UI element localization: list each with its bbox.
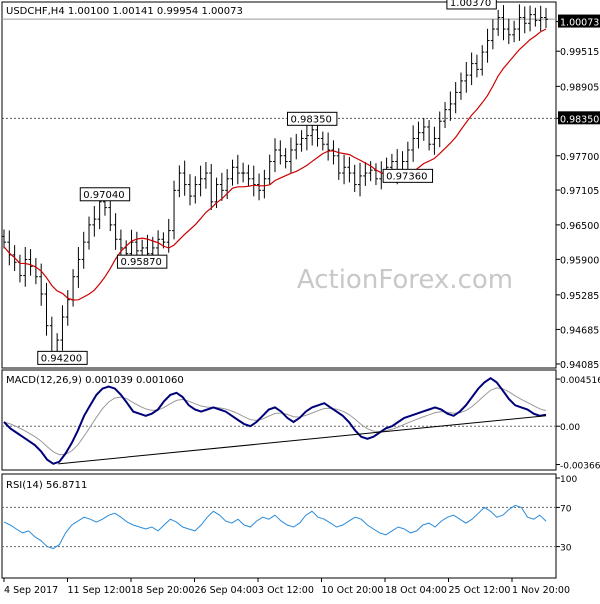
annotation-box: [116, 254, 168, 269]
macd-line: [3, 376, 547, 465]
macd-tick-label: 0.00: [560, 423, 580, 433]
price-tick-label: 1.00073: [560, 18, 599, 29]
annotation-box: [37, 350, 88, 365]
x-tick-label: 26 Sep 04:00: [195, 585, 258, 596]
annotation-box: [79, 187, 131, 202]
annotation-box: [382, 168, 434, 183]
price-tick-label: 0.99515: [560, 47, 599, 58]
annotation-box: [286, 111, 338, 126]
macd-signal-line: [3, 387, 547, 456]
x-axis: 4 Sep 2017 11 Sep 12:00 18 Sep 20:00 26 Sep…: [3, 578, 570, 596]
annotation-label: 1.00370: [450, 0, 491, 9]
rsi-tick-label: 100: [560, 475, 577, 485]
x-tick-label: 11 Sep 12:00: [68, 585, 131, 596]
annotation-label: 0.97360: [386, 171, 427, 182]
price-tick-highlight: [558, 14, 600, 28]
macd-tick-label: 0.004516: [560, 376, 600, 386]
x-tick-label: 4 Sep 2017: [4, 585, 58, 596]
symbol-info: USDCHF,H4 1.00100 1.00141 0.99954 1.0007…: [6, 6, 243, 17]
price-tick-label: 0.97105: [560, 186, 599, 197]
macd-label: MACD(12,26,9) 0.001039 0.001060: [6, 375, 184, 386]
rsi-tick-label: 70: [560, 504, 572, 514]
macd-layer: 0.004516 0.00 -0.003668: [2, 376, 600, 472]
annotation-label: 0.95870: [120, 257, 161, 268]
x-tick-label: 10 Oct 20:00: [322, 585, 384, 596]
price-tick-label: 0.94685: [560, 325, 599, 336]
macd-tick-label: -0.003668: [560, 462, 600, 472]
x-tick-label: 3 Oct 12:00: [258, 585, 314, 596]
price-tick-label: 0.98350: [560, 114, 599, 125]
rsi-tick-label: 30: [560, 544, 572, 554]
price-panel: [1, 1, 557, 369]
annotation-label: 0.98350: [290, 114, 331, 125]
rsi-panel: [1, 473, 557, 579]
macd-trendline: [58, 415, 547, 465]
price-tick-highlight: [558, 111, 600, 125]
annotation-box: [446, 0, 497, 10]
annotation-label: 0.97040: [83, 190, 124, 201]
price-tick-label: 0.95285: [560, 291, 599, 302]
watermark: ActionForex.com: [297, 265, 513, 295]
price-tick-label: 0.96500: [560, 221, 599, 232]
x-tick-label: 1 Nov 20:00: [512, 585, 570, 596]
rsi-line: [3, 504, 547, 550]
rsi-layer: 100 70 30: [2, 475, 577, 554]
rsi-label: RSI(14) 56.8711: [6, 480, 87, 491]
price-tick-label: 0.94085: [560, 360, 599, 371]
annotation-label: 0.94200: [41, 353, 82, 364]
moving-average-line: [3, 28, 547, 301]
price-tick-label: 0.97700: [560, 152, 599, 163]
x-tick-label: 25 Oct 12:00: [449, 585, 511, 596]
x-tick-label: 18 Oct 04:00: [385, 585, 447, 596]
x-tick-label: 18 Sep 20:00: [131, 585, 194, 596]
price-layer: 1.00073 0.99515 0.98905 0.98350 0.97700 0.971…: [2, 0, 600, 371]
price-tick-label: 0.98905: [560, 82, 599, 93]
price-tick-label: 0.95900: [560, 255, 599, 266]
